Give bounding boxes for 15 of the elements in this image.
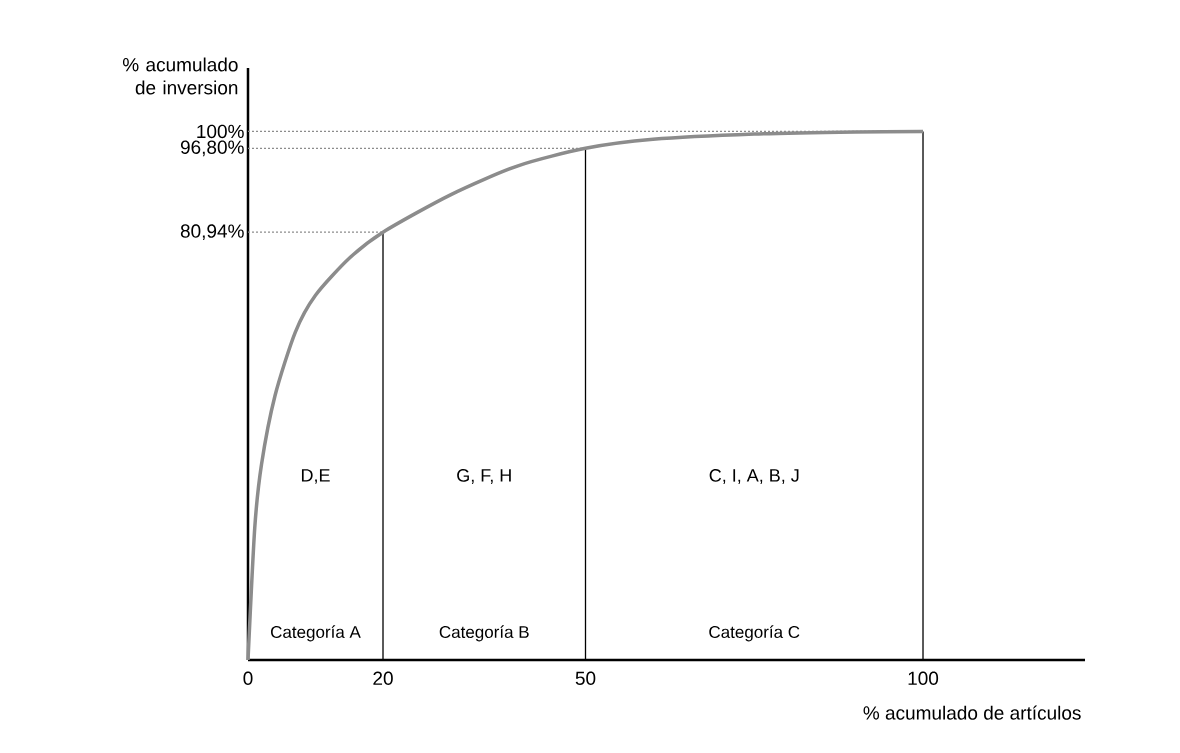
y-axis-title: % acumulado de inversion [122,57,238,95]
annotation: G, F, H [457,469,511,484]
x-axis-title: % acumulado de artículos [863,705,1081,720]
annotation: C, I, A, B, J [709,469,799,484]
x-tick-label: 50 [575,671,596,685]
y-tick-label: 80,94% [180,224,244,241]
annotation: Categoría A [271,625,361,642]
annotation: D,E [301,469,330,484]
y-tick-label: 96,80% [180,140,244,157]
x-tick-label: 0 [243,671,253,685]
y-tick-label: 100% [197,124,244,139]
x-tick-label: 20 [373,671,393,685]
annotation: Categoría B [439,625,529,642]
x-tick-label: 100 [908,671,939,685]
annotation: Categoría C [709,625,800,642]
